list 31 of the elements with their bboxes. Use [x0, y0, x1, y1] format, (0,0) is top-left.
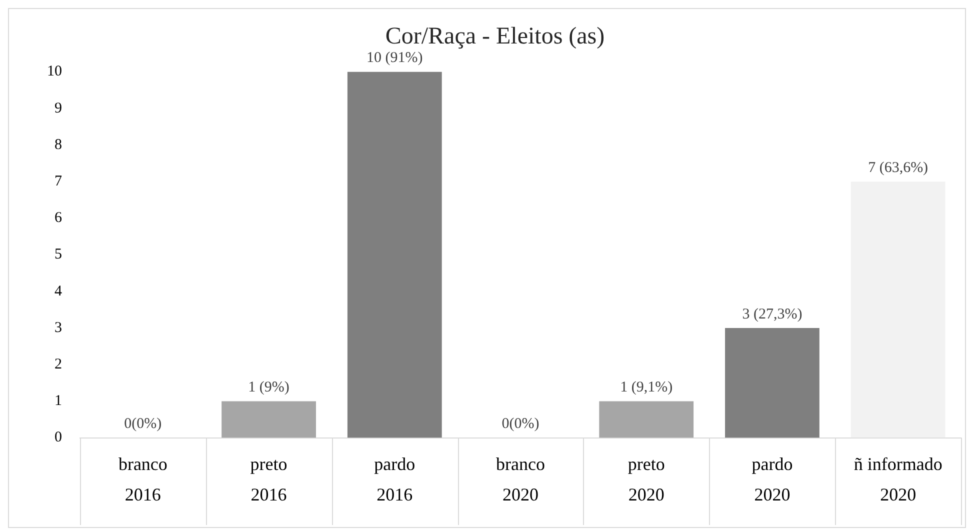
data-label: 7 (63,6%): [868, 160, 928, 176]
data-label: 0(0%): [124, 416, 162, 432]
x-tick-label: pardo 2020: [752, 454, 793, 504]
data-label: 1 (9,1%): [620, 380, 673, 396]
y-tick-label: 6: [54, 210, 62, 226]
y-tick-label: 1: [54, 393, 62, 410]
data-label: 10 (91%): [366, 50, 423, 66]
data-label: 3 (27,3%): [742, 306, 802, 322]
y-tick-label: 2: [54, 356, 62, 373]
x-tick-label: ñ informado 2020: [854, 454, 942, 504]
x-tick-label: preto 2020: [628, 454, 665, 504]
bar: [850, 182, 946, 438]
y-tick-label: 4: [54, 283, 62, 300]
bar: [599, 401, 694, 438]
y-tick-label: 3: [54, 320, 62, 336]
x-tick-label: pardo 2016: [374, 454, 416, 504]
data-label: 1 (9%): [248, 380, 290, 396]
bar: [347, 72, 442, 438]
data-label: 0(0%): [502, 416, 540, 432]
bar: [725, 328, 820, 438]
y-tick-label: 7: [54, 174, 62, 190]
y-tick-label: 8: [54, 136, 62, 153]
y-tick-label: 10: [47, 64, 62, 80]
x-tick-label: preto 2016: [250, 454, 288, 504]
chart-title: Cor/Raça - Eleitos (as): [385, 24, 605, 50]
y-tick-label: 9: [54, 100, 62, 116]
x-tick-label: branco 2020: [496, 454, 545, 504]
y-tick-label: 5: [54, 246, 62, 263]
y-tick-label: 0: [54, 430, 62, 446]
bar: [222, 401, 316, 438]
x-tick-label: branco 2016: [118, 454, 168, 504]
